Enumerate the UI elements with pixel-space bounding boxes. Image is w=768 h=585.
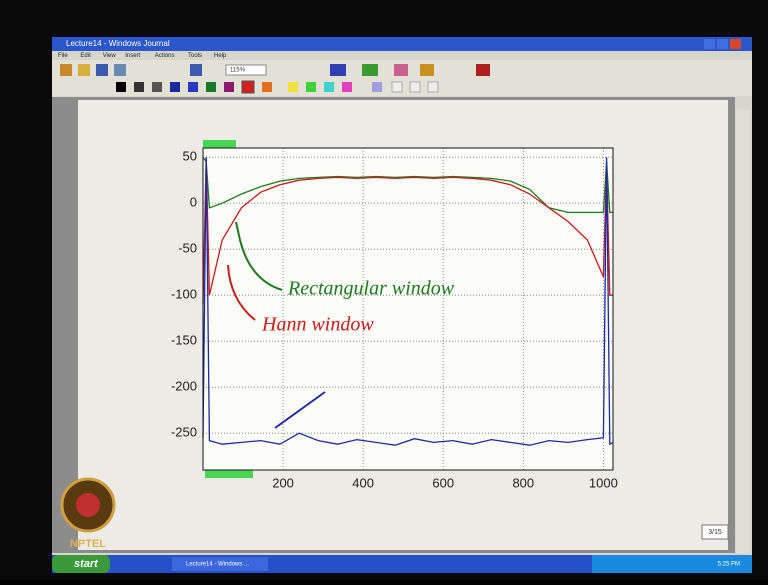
swatch[interactable] — [372, 82, 382, 92]
icon[interactable] — [476, 64, 490, 76]
scrollbar[interactable] — [736, 110, 750, 553]
swatch[interactable] — [262, 82, 272, 92]
plot-area — [203, 148, 613, 470]
swatch[interactable] — [206, 82, 216, 92]
pen-icon[interactable] — [330, 64, 346, 76]
screen: Lecture14 - Windows Journal File Edit View… — [0, 0, 768, 580]
swatch[interactable] — [224, 82, 234, 92]
x-tick-label: 400 — [352, 475, 374, 490]
swatch[interactable] — [324, 82, 334, 92]
start-label: start — [74, 558, 99, 570]
icon[interactable] — [114, 64, 126, 76]
icon[interactable] — [96, 64, 108, 76]
swatch[interactable] — [342, 82, 352, 92]
annotation: Hann window — [261, 314, 374, 336]
icon[interactable] — [420, 64, 434, 76]
menu-item[interactable]: File — [58, 53, 68, 59]
menu-item[interactable]: Actions — [155, 53, 175, 59]
x-tick-label: 800 — [512, 475, 534, 490]
y-tick-label: -250 — [171, 425, 197, 440]
swatch[interactable] — [134, 82, 144, 92]
page: Lecture14 - Windows Journal File Edit View… — [0, 0, 768, 580]
zoom-value: 115% — [230, 68, 246, 74]
minimize-button[interactable] — [704, 39, 715, 49]
y-tick-label: -100 — [171, 287, 197, 302]
window-title: Lecture14 - Windows Journal — [66, 39, 170, 48]
clock: 5:25 PM — [718, 562, 740, 568]
page-counter: 3/15 — [708, 529, 722, 536]
swatch[interactable] — [152, 82, 162, 92]
y-tick-label: -200 — [171, 379, 197, 394]
y-tick-label: 50 — [183, 149, 197, 164]
pen-icon[interactable] — [362, 64, 378, 76]
icon[interactable] — [60, 64, 72, 76]
swatch[interactable] — [428, 82, 438, 92]
menu-item[interactable]: Help — [214, 53, 227, 59]
logo-emblem — [76, 493, 100, 517]
x-tick-label: 1000 — [589, 475, 618, 490]
menu-item[interactable]: View — [103, 53, 117, 59]
swatch[interactable] — [410, 82, 420, 92]
swatch[interactable] — [188, 82, 198, 92]
swatch[interactable] — [170, 82, 180, 92]
swatch[interactable] — [116, 82, 126, 92]
menu-item[interactable]: Tools — [188, 53, 202, 59]
chart: 50 0 -50 -100 -150 -200 -250 200 400 600 800 1000 — [171, 148, 618, 490]
logo-text: NPTEL — [70, 538, 106, 550]
x-tick-label: 600 — [432, 475, 454, 490]
taskbar-item-label: Lecture14 - Windows ... — [186, 562, 249, 568]
x-tick-label: 200 — [272, 475, 294, 490]
y-tick-label: -50 — [178, 241, 197, 256]
swatch[interactable] — [392, 82, 402, 92]
swatch[interactable] — [288, 82, 298, 92]
eraser-icon[interactable] — [394, 64, 408, 76]
y-tick-label: -150 — [171, 333, 197, 348]
icon[interactable] — [190, 64, 202, 76]
menu-item[interactable]: Insert — [125, 53, 140, 59]
maximize-button[interactable] — [717, 39, 728, 49]
y-tick-label: 0 — [190, 195, 197, 210]
swatch[interactable] — [242, 81, 254, 93]
close-button[interactable] — [730, 39, 741, 49]
menu-item[interactable]: Edit — [80, 53, 91, 59]
icon[interactable] — [78, 64, 90, 76]
annotation: Rectangular window — [287, 278, 455, 300]
swatch[interactable] — [306, 82, 316, 92]
